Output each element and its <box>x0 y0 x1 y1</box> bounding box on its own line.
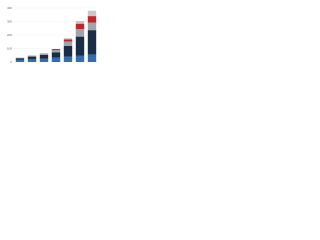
bar-segment <box>27 55 37 57</box>
bar-segment <box>75 29 85 37</box>
bar-segment <box>51 49 61 51</box>
y-tick-label: 200 <box>7 33 12 37</box>
y-tick-label: 100 <box>7 46 12 50</box>
bar-segment <box>39 58 49 62</box>
y-tick-label: 400 <box>7 6 12 10</box>
bar-segment <box>87 22 97 31</box>
chart: 0 100 200 300 400 <box>7 6 98 64</box>
bar-segment <box>15 57 25 59</box>
bar-segment <box>63 41 73 46</box>
y-tick-label: 0 <box>10 60 12 64</box>
bar-segment <box>15 58 25 60</box>
bar-segment <box>15 59 25 62</box>
bar-segment <box>39 53 49 55</box>
page: {"chart_data": {"type": "stacked_bar", "… <box>0 0 320 71</box>
bar-segment <box>27 56 37 60</box>
bar-segment <box>39 54 49 59</box>
bar-segment <box>87 16 97 23</box>
bar-segment <box>51 57 61 62</box>
bar-segment <box>63 39 73 42</box>
y-tick-label: 300 <box>7 19 12 23</box>
bar-segment <box>63 38 73 40</box>
bar-segment <box>87 54 97 62</box>
bar-segment <box>75 23 85 30</box>
bar-segment <box>75 55 85 62</box>
bar-segment <box>51 52 61 58</box>
bar-segment <box>63 56 73 62</box>
bar-segment <box>75 36 85 56</box>
bar-segment <box>51 50 61 53</box>
bar-segment <box>75 20 85 24</box>
bar-segment <box>63 45 73 57</box>
bar-segment <box>27 59 37 62</box>
bar-segment <box>87 30 97 55</box>
bar-segment <box>87 10 97 17</box>
